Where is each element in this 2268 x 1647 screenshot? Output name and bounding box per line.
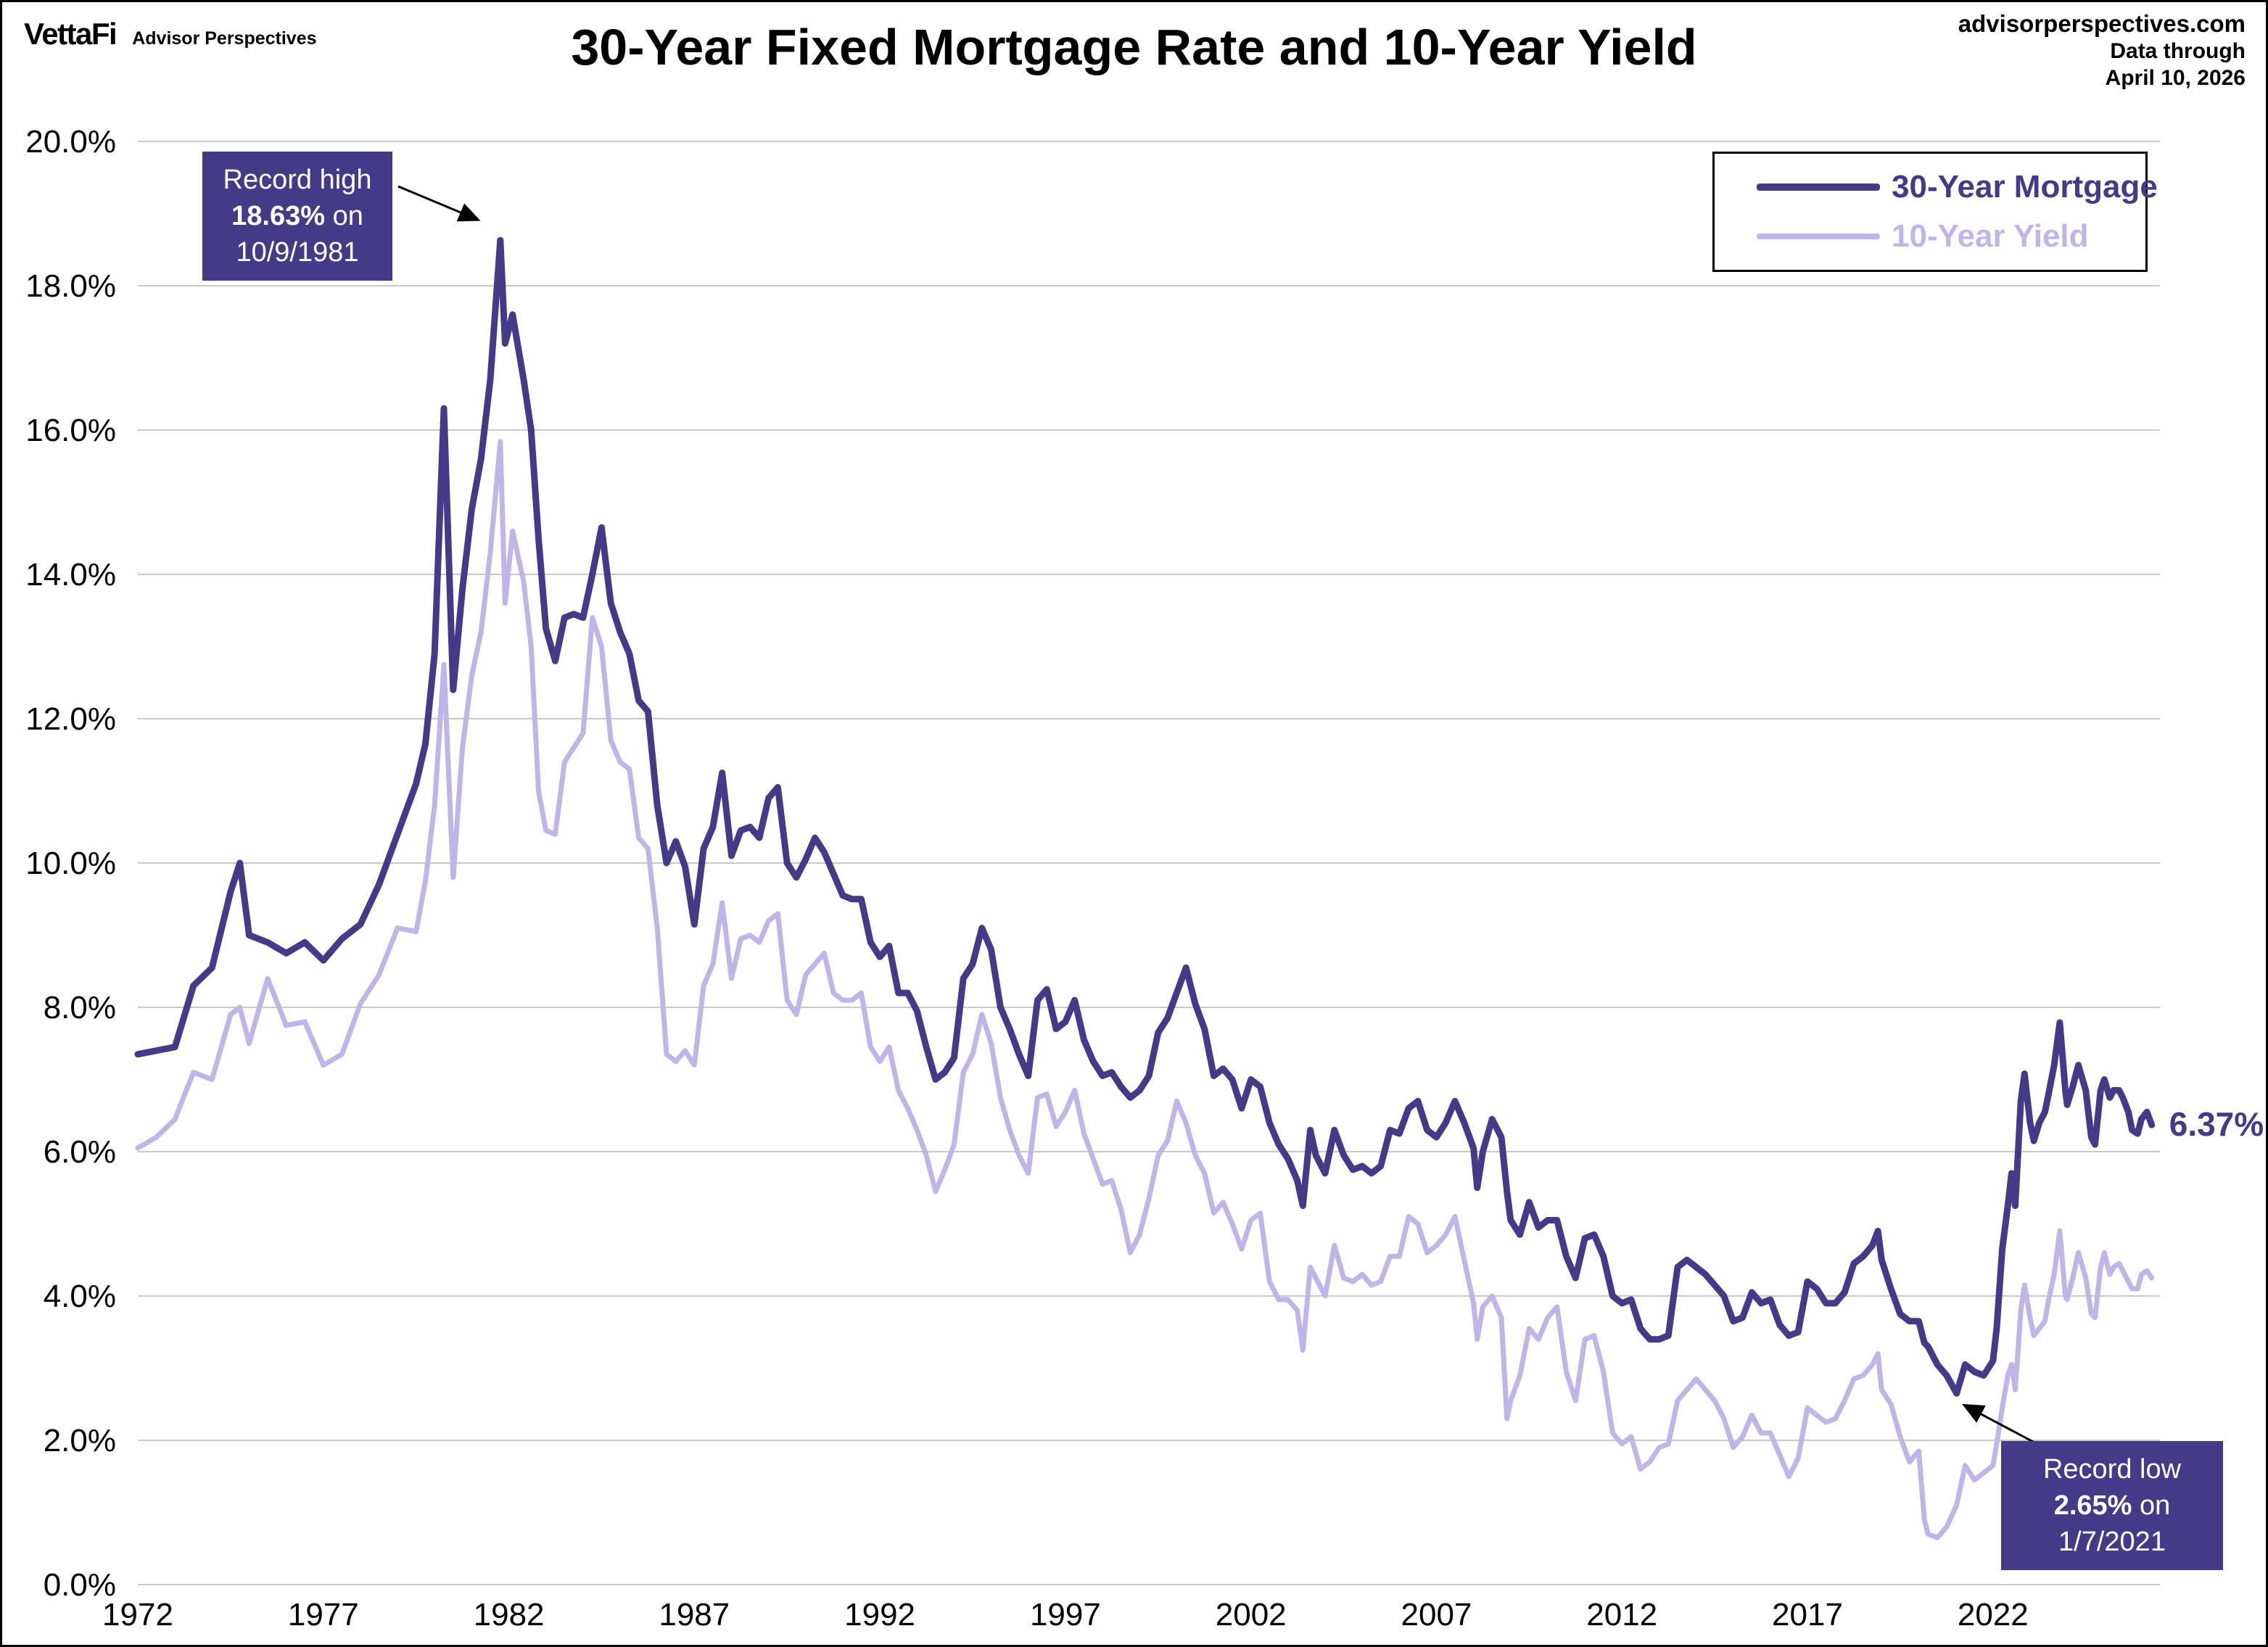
chart-title: 30-Year Fixed Mortgage Rate and 10-Year … bbox=[571, 19, 1697, 75]
source-block: advisorperspectives.com Data through Apr… bbox=[1958, 9, 2246, 91]
record-low-annotation: Record low 2.65% on 1/7/2021 bbox=[2001, 1441, 2223, 1571]
x-axis-labels: 1972 1977 1982 1987 1992 1997 2002 2007 2012 2017… bbox=[102, 1597, 2029, 1632]
svg-text:2017: 2017 bbox=[1772, 1597, 1843, 1632]
legend-item-mortgage: 30-Year Mortgage bbox=[1757, 169, 2158, 205]
treasury-yield-line bbox=[135, 439, 2155, 1540]
chart-legend: 30-Year Mortgage 10-Year Yield bbox=[1712, 152, 2158, 272]
record-low-arrow bbox=[1962, 1403, 2035, 1444]
svg-text:1977: 1977 bbox=[288, 1597, 359, 1632]
record-low-value-line: 2.65% on bbox=[2007, 1487, 2217, 1524]
svg-text:2007: 2007 bbox=[1401, 1597, 1472, 1632]
record-high-value-line: 18.63% on bbox=[208, 198, 387, 234]
latest-value-label: 6.37% bbox=[2169, 1105, 2264, 1144]
data-through-date: April 10, 2026 bbox=[2105, 65, 2246, 90]
svg-text:16.0%: 16.0% bbox=[25, 413, 116, 448]
svg-text:2012: 2012 bbox=[1586, 1597, 1657, 1632]
svg-text:6.0%: 6.0% bbox=[44, 1134, 116, 1170]
brand-block: VettaFi Advisor Perspectives bbox=[24, 17, 317, 51]
record-low-value-suffix: on bbox=[2132, 1490, 2171, 1522]
svg-text:18.0%: 18.0% bbox=[25, 268, 116, 304]
gridlines-and-y-axis: 0.0% 2.0% 4.0% 6.0% 8.0% 10.0% 12.0% 14.0% 16.0%… bbox=[25, 124, 2160, 1603]
mortgage-line-swatch bbox=[1757, 183, 1880, 191]
svg-text:14.0%: 14.0% bbox=[25, 557, 116, 593]
record-high-value: 18.63% bbox=[231, 201, 326, 232]
record-high-caption: Record high bbox=[223, 165, 372, 195]
svg-text:1992: 1992 bbox=[844, 1597, 915, 1632]
legend-label-mortgage: 30-Year Mortgage bbox=[1892, 169, 2158, 205]
record-high-date: 10/9/1981 bbox=[236, 237, 359, 268]
record-low-caption: Record low bbox=[2042, 1454, 2182, 1485]
svg-text:20.0%: 20.0% bbox=[25, 124, 116, 160]
vettafi-logo: VettaFi bbox=[24, 17, 117, 51]
mortgage-rate-line bbox=[134, 236, 2156, 1397]
yield-line-swatch bbox=[1757, 234, 1880, 239]
record-high-annotation: Record high 18.63% on 10/9/1981 bbox=[202, 152, 392, 281]
record-low-date: 1/7/2021 bbox=[2058, 1527, 2166, 1558]
svg-text:1982: 1982 bbox=[474, 1597, 545, 1632]
svg-text:12.0%: 12.0% bbox=[25, 701, 116, 737]
svg-text:8.0%: 8.0% bbox=[44, 990, 116, 1025]
svg-text:0.0%: 0.0% bbox=[44, 1567, 116, 1603]
source-url: advisorperspectives.com bbox=[1958, 10, 2246, 37]
svg-text:2002: 2002 bbox=[1216, 1597, 1287, 1632]
record-high-value-suffix: on bbox=[325, 201, 363, 232]
legend-label-yield: 10-Year Yield bbox=[1892, 218, 2089, 254]
svg-text:1972: 1972 bbox=[102, 1597, 173, 1632]
record-low-value: 2.65% bbox=[2053, 1490, 2132, 1522]
legend-item-yield: 10-Year Yield bbox=[1757, 218, 2145, 255]
svg-text:1997: 1997 bbox=[1030, 1597, 1101, 1632]
data-through-label: Data through bbox=[2110, 39, 2246, 64]
svg-text:1987: 1987 bbox=[659, 1597, 730, 1632]
svg-text:4.0%: 4.0% bbox=[44, 1279, 116, 1314]
brand-tagline: Advisor Perspectives bbox=[132, 28, 317, 49]
svg-text:2.0%: 2.0% bbox=[44, 1423, 116, 1458]
record-high-arrow bbox=[397, 185, 481, 222]
svg-text:2022: 2022 bbox=[1958, 1597, 2029, 1632]
svg-text:10.0%: 10.0% bbox=[25, 846, 116, 881]
